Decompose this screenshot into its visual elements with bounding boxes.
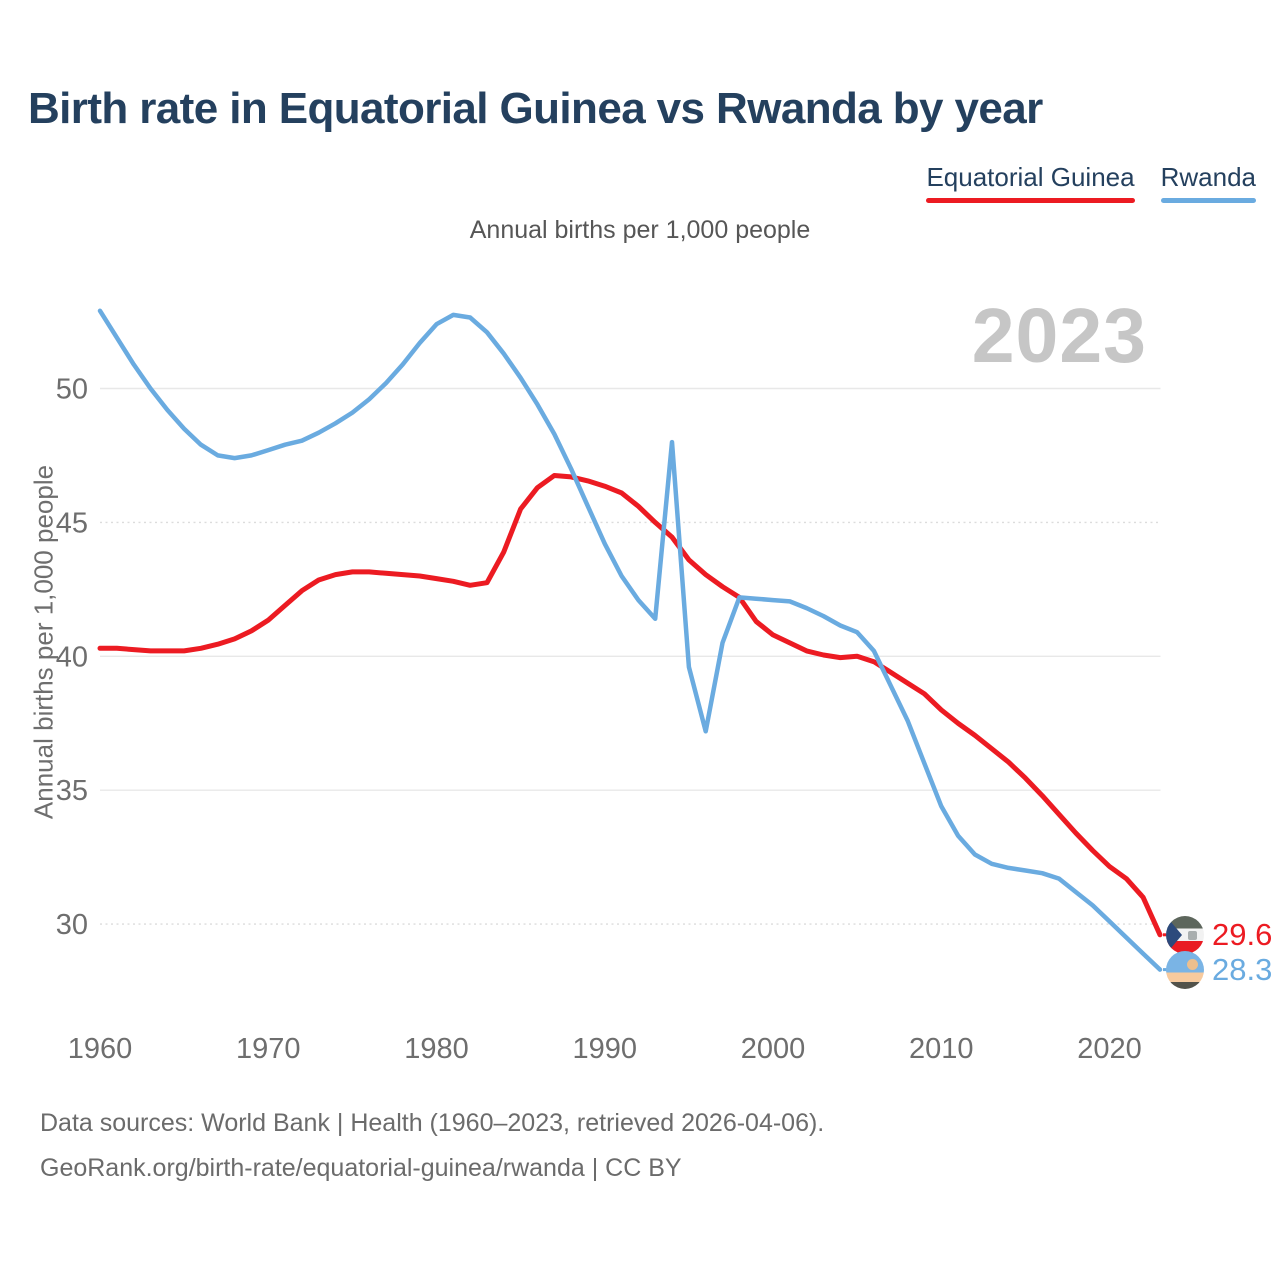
chart-title: Birth rate in Equatorial Guinea vs Rwand… bbox=[28, 84, 1043, 133]
y-tick-label: 30 bbox=[56, 909, 88, 941]
y-tick-label: 40 bbox=[56, 641, 88, 673]
x-tick-label: 2000 bbox=[741, 1033, 806, 1065]
series-line-equatorial-guinea bbox=[97, 473, 1163, 938]
legend-item-equatorial-guinea[interactable]: Equatorial Guinea bbox=[926, 162, 1135, 203]
chart-subtitle: Annual births per 1,000 people bbox=[469, 216, 811, 244]
legend-color-bar-blue bbox=[1160, 198, 1256, 203]
equatorial-guinea-flag-icon bbox=[1166, 916, 1204, 954]
y-tick-label: 35 bbox=[56, 775, 88, 807]
footer-attribution: GeoRank.org/birth-rate/equatorial-guinea… bbox=[40, 1153, 682, 1182]
series-end-label-equatorial-guinea: 29.6 bbox=[1166, 916, 1272, 954]
legend-label: Equatorial Guinea bbox=[926, 162, 1135, 192]
legend-label: Rwanda bbox=[1160, 162, 1256, 192]
end-value-rwanda: 28.3 bbox=[1212, 952, 1273, 987]
footer-data-sources: Data sources: World Bank | Health (1960–… bbox=[40, 1109, 825, 1137]
y-tick-label: 50 bbox=[56, 374, 88, 406]
x-tick-label: 1970 bbox=[236, 1033, 301, 1065]
x-tick-label: 2020 bbox=[1077, 1033, 1142, 1065]
series-end-label-rwanda: 28.3 bbox=[1166, 951, 1272, 989]
rwanda-flag-icon bbox=[1166, 951, 1204, 989]
x-tick-label: 1980 bbox=[404, 1033, 469, 1065]
legend-color-bar-red bbox=[926, 198, 1135, 203]
series-line-rwanda bbox=[97, 308, 1163, 972]
x-tick-label: 1960 bbox=[68, 1033, 133, 1065]
watermark-year: 2023 bbox=[971, 293, 1147, 379]
x-tick-label: 1990 bbox=[573, 1033, 638, 1065]
legend: Equatorial Guinea Rwanda bbox=[926, 162, 1256, 203]
x-tick-label: 2010 bbox=[909, 1033, 974, 1065]
footer: Data sources: World Bank | Health (1960–… bbox=[40, 1101, 824, 1190]
y-tick-label: 45 bbox=[56, 507, 88, 539]
legend-item-rwanda[interactable]: Rwanda bbox=[1160, 162, 1256, 203]
end-value-equatorial-guinea: 29.6 bbox=[1212, 917, 1273, 952]
